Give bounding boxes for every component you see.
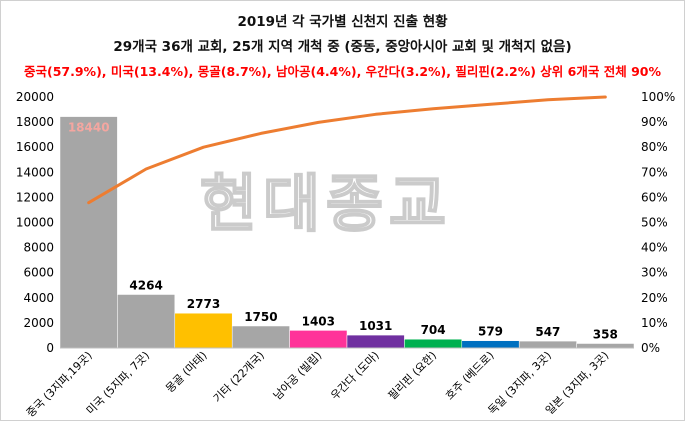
bar <box>174 312 233 349</box>
y2-tick-label: 30% <box>641 266 668 280</box>
bar <box>289 330 348 349</box>
y-tick-label: 10000 <box>16 216 54 230</box>
bar <box>59 116 118 349</box>
bar <box>346 334 405 349</box>
cumulative-line <box>87 95 607 205</box>
x-tick-label: 몽골 (마태) <box>163 349 209 395</box>
y-tick-label: 0 <box>46 341 54 355</box>
x-tick-label: 필리핀 (요한) <box>386 349 440 403</box>
data-label: 1031 <box>359 319 392 333</box>
data-label: 1750 <box>244 310 277 324</box>
chart-title: 2019년 각 국가별 신천지 진출 현황 <box>237 14 448 30</box>
bar <box>461 340 520 349</box>
bar <box>404 338 463 349</box>
y-tick-label: 6000 <box>23 266 54 280</box>
y2-tick-label: 40% <box>641 241 668 255</box>
data-label: 1403 <box>302 314 335 328</box>
y2-tick-label: 90% <box>641 115 668 129</box>
y2-tick-label: 60% <box>641 190 668 204</box>
x-tick-label: 기타 (22개국) <box>211 349 267 405</box>
y2-tick-label: 100% <box>641 90 675 104</box>
y2-tick-label: 70% <box>641 165 668 179</box>
y2-tick-label: 20% <box>641 291 668 305</box>
x-tick-label: 호주 (베드로) <box>443 349 497 403</box>
chart-subtitle: 29개국 36개 교회, 25개 지역 개척 중 (중동, 중앙아시아 교회 및… <box>113 39 572 55</box>
y-tick-label: 16000 <box>16 140 54 154</box>
data-label: 579 <box>478 325 503 339</box>
data-label: 4264 <box>129 279 162 293</box>
data-label: 547 <box>535 325 560 339</box>
x-tick-label: 남아공 (빌립) <box>271 349 325 403</box>
y-tick-label: 2000 <box>23 316 54 330</box>
y2-tick-label: 10% <box>641 316 668 330</box>
y-tick-label: 18000 <box>16 115 54 129</box>
x-tick-label: 우간다 (도마) <box>328 349 382 403</box>
data-label: 704 <box>421 323 446 337</box>
bar <box>117 294 176 349</box>
y-tick-label: 14000 <box>16 165 54 179</box>
bar <box>518 340 577 349</box>
y-tick-label: 4000 <box>23 291 54 305</box>
y-tick-label: 20000 <box>16 90 54 104</box>
chart-highlight-note: 중국(57.9%), 미국(13.4%), 몽골(8.7%), 남아공(4.4%… <box>24 64 661 79</box>
data-label: 2773 <box>187 297 220 311</box>
x-tick-label: 미국 (5지파, 7곳) <box>84 349 152 417</box>
bar <box>576 343 635 349</box>
bar <box>231 325 290 349</box>
data-label: 18440 <box>68 121 110 135</box>
data-label: 358 <box>593 328 618 342</box>
y-tick-label: 8000 <box>23 241 54 255</box>
y2-tick-label: 0% <box>641 341 660 355</box>
y2-tick-label: 80% <box>641 140 668 154</box>
y-tick-label: 12000 <box>16 190 54 204</box>
y2-tick-label: 50% <box>641 216 668 230</box>
